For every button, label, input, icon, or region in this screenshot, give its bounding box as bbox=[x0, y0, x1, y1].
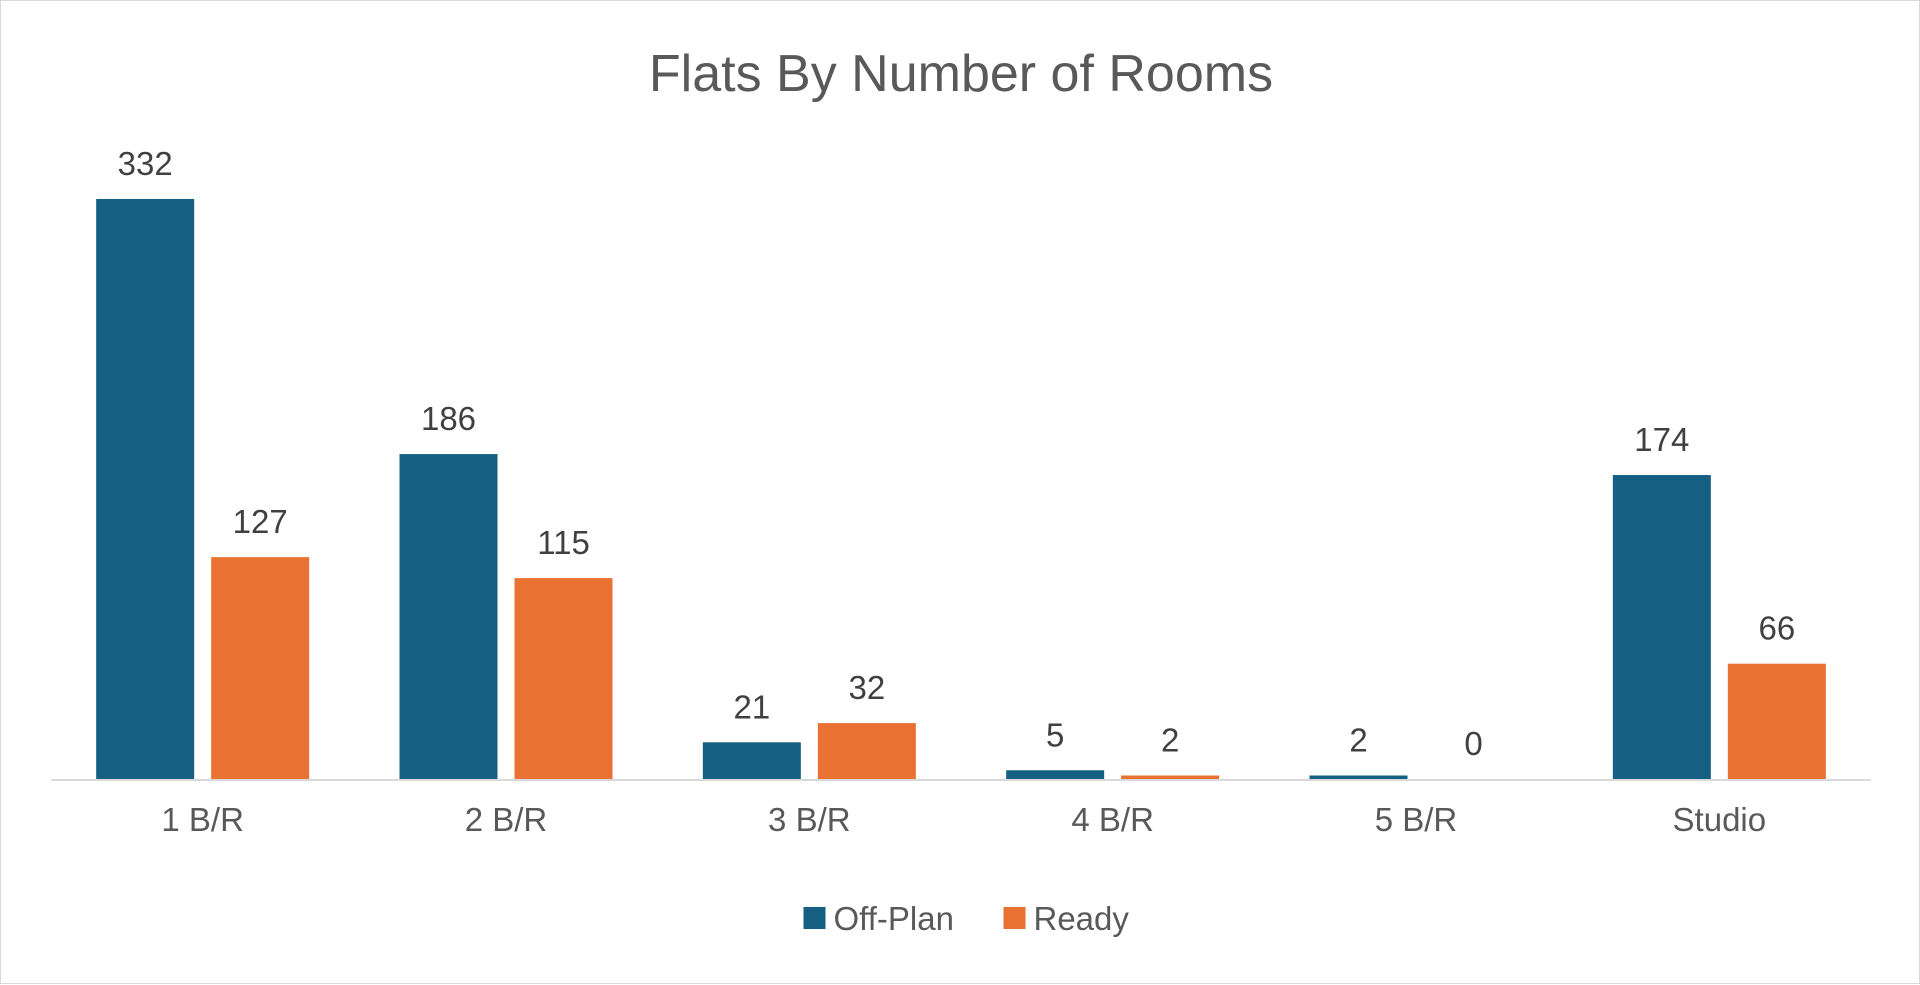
data-label: 332 bbox=[118, 145, 173, 182]
bar-off-plan-4-b-r bbox=[1006, 770, 1105, 779]
x-tick-label: 4 B/R bbox=[1071, 801, 1154, 838]
bar-ready-1-b-r bbox=[211, 557, 310, 779]
legend-swatch-ready bbox=[1003, 907, 1026, 929]
bar-ready-studio bbox=[1727, 663, 1826, 779]
bar-ready-3-b-r bbox=[817, 723, 916, 779]
x-tick-labels-group: 1 B/R 2 B/R 3 B/R 4 B/R 5 B/R Studio bbox=[161, 801, 1766, 838]
data-label: 174 bbox=[1634, 421, 1689, 458]
data-label: 0 bbox=[1464, 725, 1482, 762]
bar-ready-4-b-r bbox=[1121, 775, 1220, 779]
data-label: 2 bbox=[1349, 722, 1367, 759]
data-label: 32 bbox=[848, 669, 885, 706]
bar-off-plan-3-b-r bbox=[702, 742, 801, 779]
legend-label: Ready bbox=[1034, 900, 1130, 937]
x-tick-label: 3 B/R bbox=[768, 801, 851, 838]
x-tick-label: 2 B/R bbox=[465, 801, 548, 838]
chart-title: Flats By Number of Rooms bbox=[649, 45, 1273, 103]
bar-off-plan-2-b-r bbox=[399, 454, 498, 779]
bars-group bbox=[96, 199, 1826, 779]
x-tick-label: Studio bbox=[1673, 801, 1767, 838]
data-label: 186 bbox=[421, 400, 476, 437]
data-label: 66 bbox=[1758, 610, 1795, 647]
legend: Off-Plan Ready bbox=[803, 900, 1130, 937]
bar-off-plan-studio bbox=[1612, 475, 1711, 779]
x-tick-label: 5 B/R bbox=[1375, 801, 1458, 838]
data-label: 115 bbox=[537, 524, 590, 561]
data-label: 2 bbox=[1161, 722, 1179, 759]
data-label: 127 bbox=[233, 503, 288, 540]
legend-label: Off-Plan bbox=[834, 900, 954, 937]
data-label: 21 bbox=[733, 688, 770, 725]
data-labels-group: 332 127 186 115 21 32 5 2 2 0 174 66 bbox=[118, 145, 1796, 762]
legend-swatch-off-plan bbox=[803, 907, 826, 929]
x-tick-label: 1 B/R bbox=[161, 801, 244, 838]
bar-ready-2-b-r bbox=[514, 578, 613, 779]
bar-off-plan-5-b-r bbox=[1309, 775, 1408, 779]
data-label: 5 bbox=[1046, 716, 1064, 753]
bar-off-plan-1-b-r bbox=[96, 199, 195, 779]
